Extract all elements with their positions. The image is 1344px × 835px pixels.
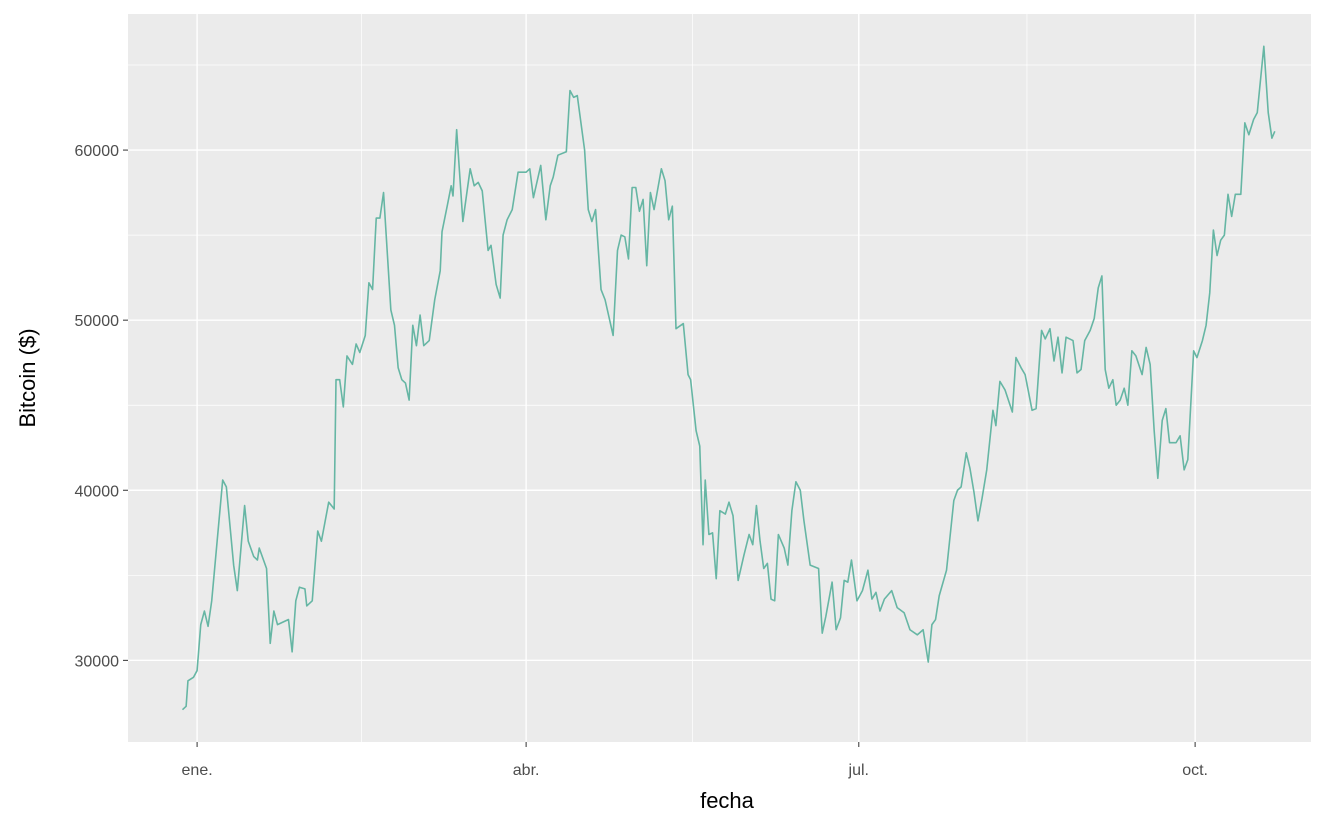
x-tick-label: abr.	[513, 762, 540, 779]
y-tick-label: 50000	[75, 313, 120, 330]
x-axis-title: fecha	[700, 788, 755, 813]
x-tick-label: oct.	[1182, 762, 1208, 779]
x-tick-label: ene.	[182, 762, 213, 779]
y-axis-title: Bitcoin ($)	[15, 328, 40, 427]
y-tick-label: 40000	[75, 483, 120, 500]
y-tick-label: 60000	[75, 143, 120, 160]
x-tick-label: jul.	[848, 762, 869, 779]
panel	[128, 14, 1311, 742]
y-tick-label: 30000	[75, 653, 120, 670]
line	[181, 45, 1276, 711]
